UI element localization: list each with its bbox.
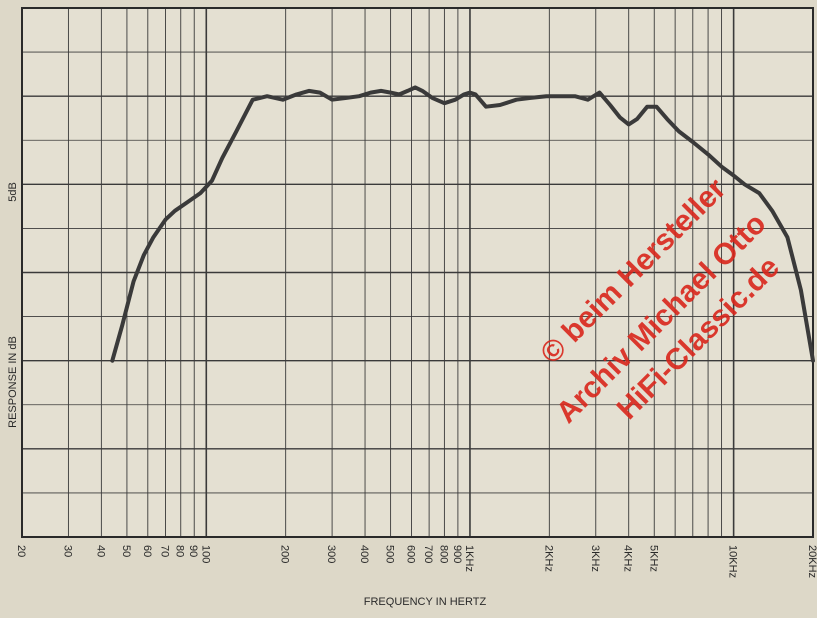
x-axis-label: FREQUENCY IN HERTZ <box>364 596 487 608</box>
x-tick-label: 50 <box>120 545 132 557</box>
x-tick-label: 90 <box>187 545 199 557</box>
x-tick-label: 700 <box>422 545 434 563</box>
scale-label: 5dB <box>7 182 19 202</box>
x-tick-label: 5KHz <box>647 545 659 572</box>
x-tick-label: 300 <box>325 545 337 563</box>
y-axis-label: RESPONSE IN dB <box>7 336 19 428</box>
x-tick-label: 70 <box>158 545 170 557</box>
plot-frame <box>21 7 814 538</box>
x-tick-label: 40 <box>94 545 106 557</box>
x-tick-label: 2KHz <box>542 545 554 572</box>
x-tick-label: 3KHz <box>589 545 601 572</box>
x-tick-label: 500 <box>384 545 396 563</box>
x-tick-label: 600 <box>404 545 416 563</box>
x-tick-label: 30 <box>61 545 73 557</box>
x-tick-label: 200 <box>279 545 291 563</box>
response-curve <box>110 85 815 363</box>
x-tick-label: 20 <box>15 545 27 557</box>
x-tick-label: 80 <box>174 545 186 557</box>
x-tick-label: 400 <box>358 545 370 563</box>
x-tick-label: 1KHz <box>463 545 475 572</box>
x-tick-label: 20KHz <box>806 545 817 578</box>
x-tick-label: 10KHz <box>727 545 739 578</box>
x-tick-label: 60 <box>141 545 153 557</box>
x-tick-label: 4KHz <box>622 545 634 572</box>
x-tick-label: 800 <box>437 545 449 563</box>
x-tick-label: 900 <box>451 545 463 563</box>
x-tick-label: 100 <box>199 545 211 563</box>
